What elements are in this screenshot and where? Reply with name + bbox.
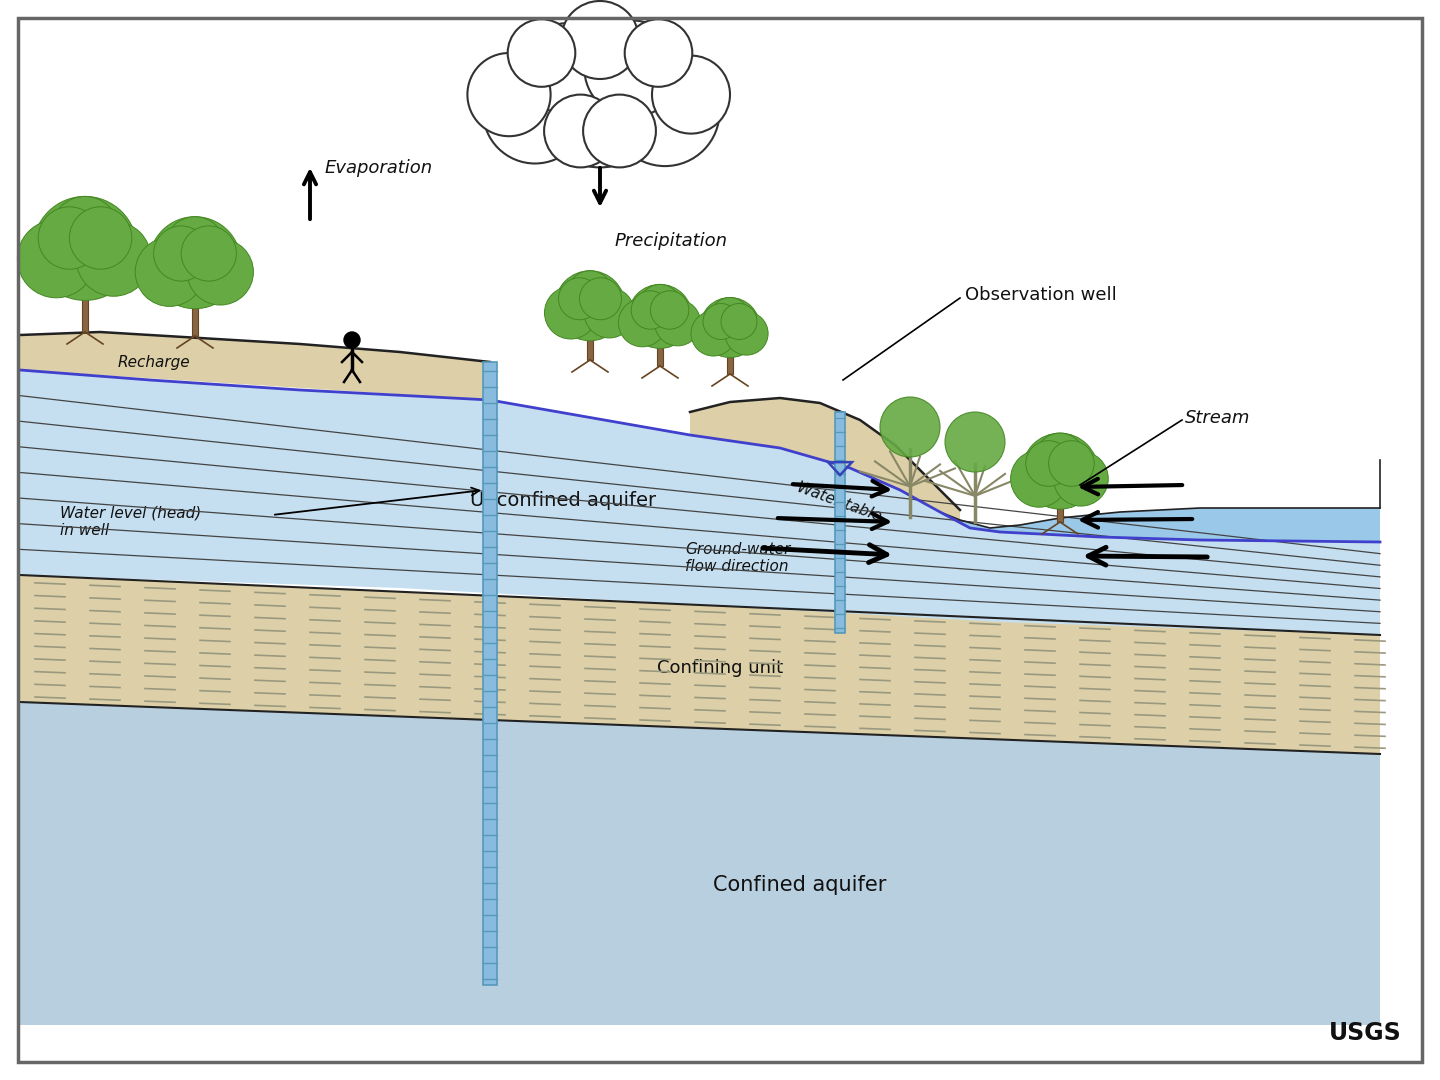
Circle shape (135, 238, 204, 307)
Circle shape (700, 297, 760, 357)
Polygon shape (20, 575, 1380, 754)
Polygon shape (940, 508, 1380, 542)
Circle shape (625, 19, 693, 86)
Circle shape (628, 284, 693, 349)
Circle shape (148, 217, 240, 309)
Circle shape (1054, 451, 1109, 507)
Circle shape (559, 278, 600, 320)
Bar (657, 334, 662, 366)
Circle shape (39, 206, 101, 269)
Circle shape (1011, 450, 1067, 508)
Circle shape (154, 226, 209, 281)
Circle shape (344, 332, 360, 348)
Circle shape (33, 197, 137, 300)
Text: Stream: Stream (1185, 409, 1250, 427)
Circle shape (721, 303, 757, 339)
Text: Evaporation: Evaporation (325, 159, 433, 177)
Text: Recharge: Recharge (118, 354, 190, 369)
Circle shape (17, 220, 95, 298)
Text: Water level (head)
in well: Water level (head) in well (60, 505, 202, 538)
Circle shape (554, 271, 625, 341)
Circle shape (482, 59, 588, 163)
Text: Confining unit: Confining unit (657, 659, 783, 677)
Polygon shape (20, 332, 490, 400)
Polygon shape (20, 370, 1380, 635)
Bar (1057, 492, 1063, 522)
Circle shape (181, 226, 236, 281)
Circle shape (544, 286, 598, 339)
Circle shape (521, 23, 613, 114)
Text: Confined aquifer: Confined aquifer (713, 875, 887, 895)
Circle shape (562, 1, 639, 79)
Circle shape (703, 303, 739, 339)
Polygon shape (690, 399, 960, 523)
Text: Observation well: Observation well (965, 286, 1117, 303)
Circle shape (544, 95, 616, 167)
Circle shape (710, 297, 749, 337)
Circle shape (618, 299, 667, 347)
Circle shape (655, 300, 701, 346)
Text: Unconfined aquifer: Unconfined aquifer (469, 490, 657, 510)
Circle shape (583, 95, 655, 167)
Circle shape (579, 278, 622, 320)
Circle shape (1035, 433, 1084, 483)
Circle shape (724, 312, 768, 355)
Circle shape (76, 221, 151, 296)
Polygon shape (20, 702, 1380, 1025)
Circle shape (1022, 433, 1099, 509)
Text: Ground-water
flow direction: Ground-water flow direction (685, 542, 791, 575)
Circle shape (639, 284, 681, 326)
Circle shape (585, 287, 635, 338)
Circle shape (468, 53, 550, 136)
Circle shape (1048, 441, 1094, 486)
Circle shape (945, 411, 1005, 472)
Circle shape (537, 42, 662, 167)
Text: USGS: USGS (1329, 1021, 1403, 1045)
Circle shape (52, 197, 120, 264)
Circle shape (166, 217, 225, 276)
Circle shape (631, 291, 670, 329)
Bar (727, 345, 733, 374)
Circle shape (691, 311, 736, 356)
Circle shape (651, 291, 688, 329)
Bar (192, 288, 199, 336)
Text: Precipitation: Precipitation (615, 232, 729, 249)
Bar (482, 362, 497, 985)
Circle shape (508, 19, 576, 86)
Bar (82, 276, 88, 332)
Circle shape (567, 271, 613, 316)
Circle shape (585, 21, 681, 117)
Text: Water table: Water table (795, 480, 884, 525)
Bar (835, 411, 845, 633)
Circle shape (1025, 441, 1071, 486)
Circle shape (187, 239, 253, 305)
Bar (588, 325, 593, 360)
Circle shape (69, 206, 132, 269)
Circle shape (611, 57, 720, 166)
Circle shape (880, 397, 940, 457)
Circle shape (652, 55, 730, 134)
